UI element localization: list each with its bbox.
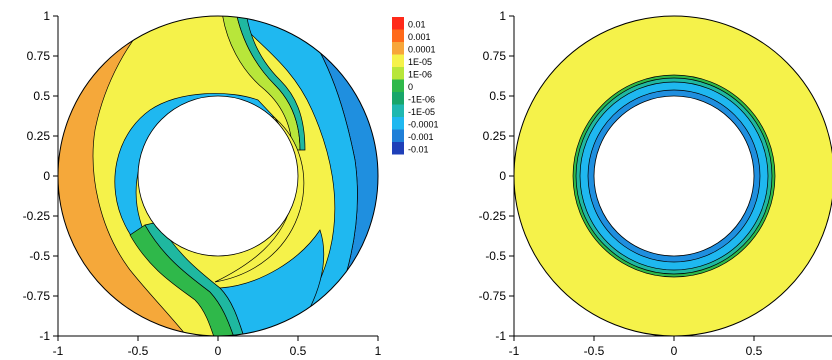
legend-label: -1E-06 xyxy=(408,95,435,105)
legend-label: 0 xyxy=(408,82,413,92)
x-tick-label: -0.5 xyxy=(584,344,605,358)
y-tick-label: 1 xyxy=(499,9,506,23)
legend-label: 0.0001 xyxy=(408,45,436,55)
right-contour-plot: 1 0.75 0.5 0.25 0 -0.25 -0.5 -0.75 -1-1 -0.5 0 0.5 xyxy=(479,9,832,358)
legend-swatch xyxy=(392,29,404,42)
inner-hole xyxy=(593,95,755,257)
legend-label: -0.01 xyxy=(408,145,429,155)
y-tick-label: 0.25 xyxy=(483,129,507,143)
right-axis-ticks: 1 0.75 0.5 0.25 0 -0.25 -0.5 -0.75 -1-1 -0.5 0 0.5 xyxy=(479,9,763,358)
y-tick-label: 0.75 xyxy=(27,49,51,63)
y-tick-label: -0.25 xyxy=(23,209,51,223)
x-tick-label: 0 xyxy=(671,344,678,358)
legend-label: 0.001 xyxy=(408,32,431,42)
legend-swatch xyxy=(392,117,404,130)
legend-swatch xyxy=(392,17,404,30)
inner-hole xyxy=(137,95,299,257)
legend-label: -0.0001 xyxy=(408,120,439,130)
x-tick-label: 0 xyxy=(215,344,222,358)
left-contour-field xyxy=(58,16,378,336)
contour-region-teal-top xyxy=(235,16,306,151)
y-tick-label: -0.25 xyxy=(479,209,507,223)
y-tick-label: 0.75 xyxy=(483,49,507,63)
x-tick-label: -1 xyxy=(509,344,520,358)
y-tick-label: 0.25 xyxy=(27,129,51,143)
legend-label: 1E-06 xyxy=(408,70,432,80)
y-tick-label: -0.5 xyxy=(485,249,506,263)
legend-swatch xyxy=(392,142,404,155)
x-tick-label: 1 xyxy=(375,344,382,358)
y-tick-label: -0.5 xyxy=(29,249,50,263)
legend-swatch xyxy=(392,54,404,67)
contour-region-blue-bottom xyxy=(219,229,325,336)
contour-region-orange xyxy=(58,16,191,336)
left-contour-plot: 1 0.75 0.5 0.25 0 -0.25 -0.5 -0.75 -1-1 -0.5 0 0.5 1 xyxy=(23,9,382,358)
y-tick-label: 0 xyxy=(43,169,50,183)
y-tick-label: -0.75 xyxy=(479,289,507,303)
y-tick-label: 0 xyxy=(499,169,506,183)
y-tick-label: -0.75 xyxy=(23,289,51,303)
left-axis-ticks: 1 0.75 0.5 0.25 0 -0.25 -0.5 -0.75 -1-1 -0.5 0 0.5 1 xyxy=(23,9,382,358)
legend-swatch xyxy=(392,129,404,142)
y-tick-label: 1 xyxy=(43,9,50,23)
legend-label: 0.01 xyxy=(408,20,426,30)
x-tick-label: -1 xyxy=(53,344,64,358)
legend-label: -1E-05 xyxy=(408,107,435,117)
legend-swatch xyxy=(392,92,404,105)
legend-swatch xyxy=(392,42,404,55)
contour-region-teal-bottom xyxy=(144,221,246,336)
y-tick-label: -1 xyxy=(495,329,506,343)
y-tick-label: 0.5 xyxy=(33,89,50,103)
legend-swatch xyxy=(392,67,404,80)
legend-label: 1E-05 xyxy=(408,57,432,67)
y-tick-label: 0.5 xyxy=(489,89,506,103)
x-tick-label: 0.5 xyxy=(746,344,763,358)
legend-swatch xyxy=(392,79,404,92)
x-tick-label: 0.5 xyxy=(290,344,307,358)
legend-swatch xyxy=(392,104,404,117)
legend-label: -0.001 xyxy=(408,132,434,142)
x-tick-label: -0.5 xyxy=(128,344,149,358)
legend: 0.01 0.001 0.0001 1E-05 1E-06 0 -1E-06 -1E-05 -0… xyxy=(392,17,439,155)
y-tick-label: -1 xyxy=(39,329,50,343)
